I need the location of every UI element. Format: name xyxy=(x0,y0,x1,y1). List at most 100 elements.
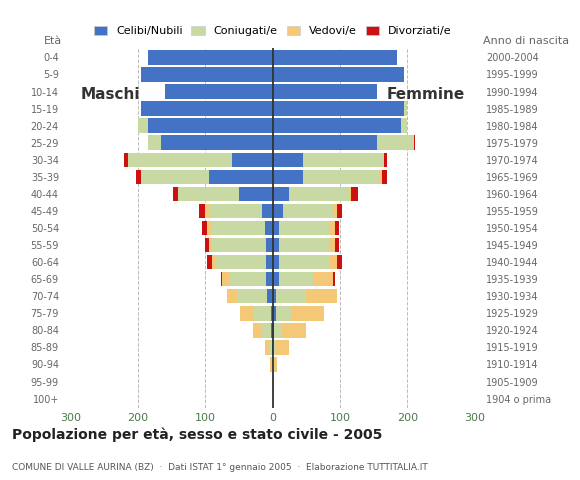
Text: Popolazione per età, sesso e stato civile - 2005: Popolazione per età, sesso e stato civil… xyxy=(12,428,382,442)
Bar xyxy=(273,135,377,150)
Text: COMUNE DI VALLE AURINA (BZ)  ·  Dati ISTAT 1° gennaio 2005  ·  Elaborazione TUTT: COMUNE DI VALLE AURINA (BZ) · Dati ISTAT… xyxy=(12,463,427,472)
Bar xyxy=(282,323,306,337)
Bar xyxy=(335,238,339,252)
Bar xyxy=(336,204,342,218)
Bar xyxy=(280,238,330,252)
Bar xyxy=(289,187,350,201)
Bar xyxy=(212,238,266,252)
Bar xyxy=(276,289,306,303)
Bar xyxy=(336,255,342,269)
Bar xyxy=(382,169,387,184)
Bar xyxy=(215,255,266,269)
Bar xyxy=(273,323,274,337)
Bar xyxy=(272,340,273,355)
Bar xyxy=(335,221,339,235)
Bar xyxy=(291,306,324,321)
Bar xyxy=(263,204,273,218)
Bar xyxy=(136,169,142,184)
Bar xyxy=(351,187,358,201)
Bar xyxy=(306,289,336,303)
Bar xyxy=(266,255,273,269)
Bar xyxy=(253,323,261,337)
Bar xyxy=(377,135,414,150)
Bar xyxy=(237,289,267,303)
Bar xyxy=(273,67,404,82)
Bar xyxy=(209,204,263,218)
Bar xyxy=(271,306,273,321)
Bar xyxy=(274,357,277,372)
Text: Anno di nascita: Anno di nascita xyxy=(484,36,570,46)
Bar xyxy=(276,340,289,355)
Bar xyxy=(240,306,253,321)
Bar xyxy=(303,153,384,167)
Bar xyxy=(273,289,276,303)
Bar xyxy=(261,323,271,337)
Bar xyxy=(271,357,273,372)
Bar xyxy=(212,255,215,269)
Bar xyxy=(207,221,211,235)
Bar xyxy=(142,101,273,116)
Bar xyxy=(404,101,407,116)
Bar xyxy=(211,221,264,235)
Bar xyxy=(205,204,209,218)
Bar xyxy=(198,204,205,218)
Bar xyxy=(273,221,280,235)
Bar xyxy=(253,306,271,321)
Bar xyxy=(142,67,273,82)
Bar xyxy=(334,272,335,287)
Bar xyxy=(209,238,212,252)
Bar xyxy=(273,169,303,184)
Bar xyxy=(273,238,280,252)
Bar xyxy=(128,153,232,167)
Bar xyxy=(303,169,380,184)
Bar xyxy=(264,221,273,235)
Bar xyxy=(273,153,303,167)
Bar xyxy=(269,340,272,355)
Bar xyxy=(273,374,274,389)
Bar xyxy=(221,272,222,287)
Bar xyxy=(273,50,397,65)
Bar xyxy=(330,221,335,235)
Bar xyxy=(206,255,212,269)
Bar xyxy=(274,323,282,337)
Bar xyxy=(161,135,273,150)
Bar xyxy=(173,187,178,201)
Bar xyxy=(282,204,333,218)
Bar xyxy=(280,221,330,235)
Bar xyxy=(267,289,273,303)
Bar xyxy=(414,135,415,150)
Bar xyxy=(276,306,291,321)
Bar xyxy=(273,357,274,372)
Bar xyxy=(273,340,276,355)
Legend: Celibi/Nubili, Coniugati/e, Vedovi/e, Divorziati/e: Celibi/Nubili, Coniugati/e, Vedovi/e, Di… xyxy=(89,21,456,40)
Bar xyxy=(148,135,161,150)
Bar xyxy=(148,119,273,133)
Bar xyxy=(273,306,276,321)
Bar xyxy=(330,255,336,269)
Bar xyxy=(178,187,239,201)
Bar xyxy=(313,272,334,287)
Bar xyxy=(142,169,209,184)
Bar xyxy=(266,272,273,287)
Bar xyxy=(227,289,237,303)
Text: Femmine: Femmine xyxy=(386,87,465,102)
Bar xyxy=(239,187,273,201)
Bar xyxy=(401,119,407,133)
Bar xyxy=(232,153,273,167)
Bar xyxy=(265,340,269,355)
Bar xyxy=(334,204,336,218)
Bar xyxy=(125,153,128,167)
Bar xyxy=(222,272,229,287)
Bar xyxy=(384,153,387,167)
Text: Età: Età xyxy=(44,36,61,46)
Bar xyxy=(271,323,273,337)
Bar xyxy=(280,255,330,269)
Bar xyxy=(273,187,289,201)
Bar xyxy=(380,169,382,184)
Bar xyxy=(202,221,207,235)
Bar xyxy=(330,238,335,252)
Bar xyxy=(280,272,313,287)
Bar xyxy=(273,101,404,116)
Bar xyxy=(273,119,401,133)
Bar xyxy=(138,119,148,133)
